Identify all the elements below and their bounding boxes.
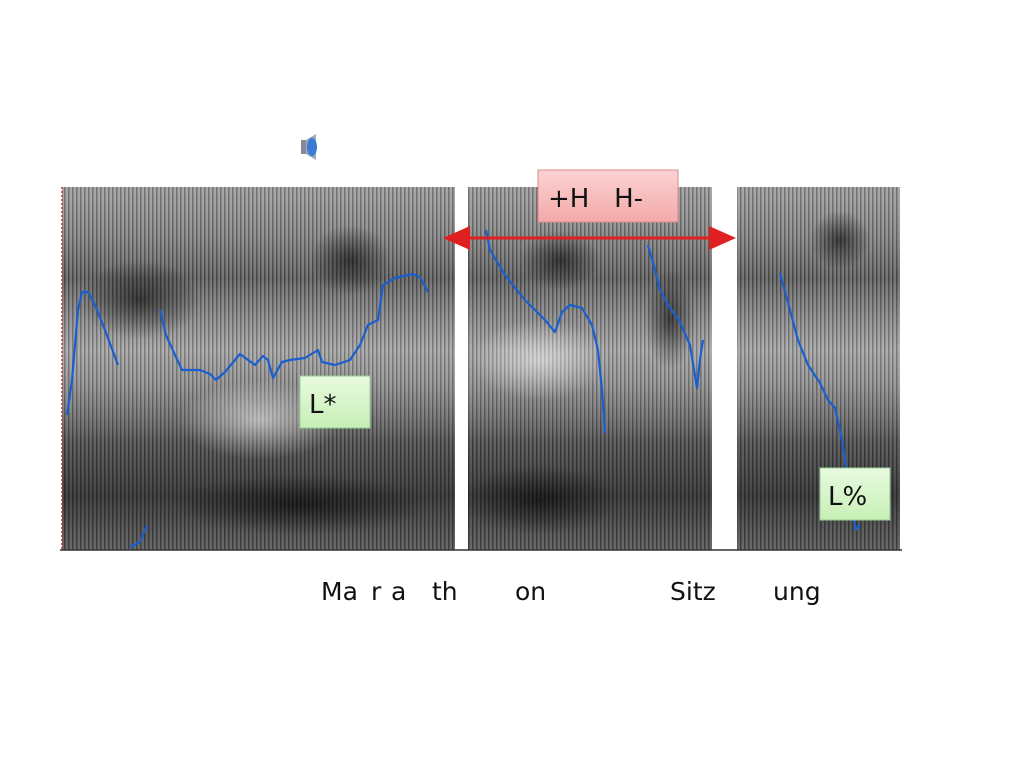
pitch-accent-box: L* (299, 375, 371, 429)
word: th (432, 577, 458, 606)
word: a (391, 577, 406, 606)
speaker-icon[interactable] (301, 134, 317, 160)
phrase-accent-box: +H H- (537, 169, 679, 223)
pitch-accent-label: L* (309, 390, 337, 420)
word: ung (773, 577, 821, 606)
transcription: Ma r a th on Sitz ung (321, 577, 821, 606)
word: r (371, 577, 382, 606)
word: on (515, 577, 546, 606)
boundary-tone-box: L% (819, 467, 891, 521)
pitch-contour (65, 229, 861, 548)
word: Ma (321, 577, 358, 606)
word: Sitz (670, 577, 716, 606)
phrase-accent-label: +H H- (548, 184, 643, 214)
spectrogram (60, 187, 902, 551)
boundary-tone-label: L% (828, 482, 867, 512)
